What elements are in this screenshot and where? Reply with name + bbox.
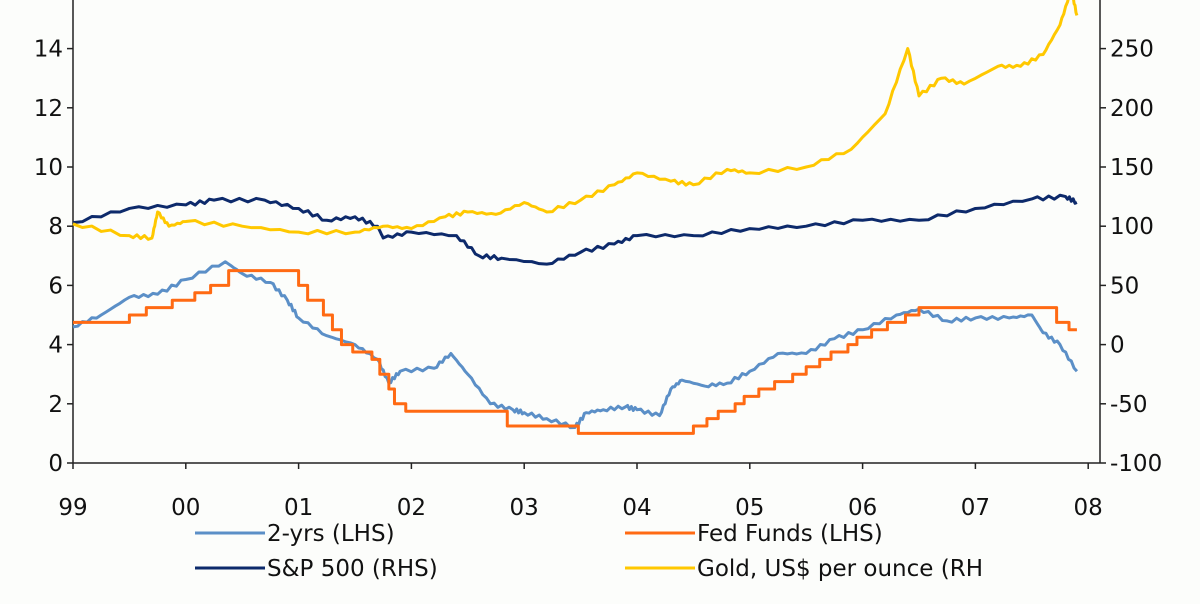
x-tick-label: 06 — [848, 495, 877, 521]
right-tick-label: 150 — [1110, 155, 1154, 181]
right-tick-label: 50 — [1110, 273, 1139, 299]
series-line-1 — [73, 269, 1077, 435]
legend-label: 2-yrs (LHS) — [267, 521, 395, 547]
left-tick-label: 12 — [34, 96, 63, 122]
x-tick-label: 07 — [961, 495, 990, 521]
x-tick-label: 04 — [622, 495, 651, 521]
legend-label: S&P 500 (RHS) — [267, 556, 438, 582]
left-tick-label: 14 — [34, 37, 63, 63]
series-lines — [72, 0, 1079, 435]
legend: 2-yrs (LHS) Fed Funds (LHS) S&P 500 (RHS) G… — [195, 521, 983, 582]
x-tick-label: 00 — [171, 495, 200, 521]
series-line-0 — [72, 260, 1079, 430]
left-tick-label: 4 — [48, 333, 63, 359]
left-tick-label: 16 — [34, 0, 63, 3]
right-tick-label: -100 — [1110, 451, 1162, 477]
x-tick-label: 05 — [735, 495, 764, 521]
series-line-2 — [72, 193, 1078, 266]
left-tick-label: 10 — [34, 155, 63, 181]
right-tick-label: 100 — [1110, 214, 1154, 240]
x-tick-label: 99 — [58, 495, 87, 521]
left-tick-label: 0 — [48, 451, 63, 477]
series-line-3 — [72, 0, 1079, 241]
x-tick-label: 02 — [397, 495, 426, 521]
left-tick-label: 2 — [48, 392, 63, 418]
right-tick-label: 200 — [1110, 96, 1154, 122]
x-tick-label: 01 — [284, 495, 313, 521]
x-tick-label: 03 — [510, 495, 539, 521]
legend-label: Fed Funds (LHS) — [697, 521, 883, 547]
right-tick-label: 0 — [1110, 333, 1125, 359]
legend-label: Gold, US$ per ounce (RH — [697, 556, 983, 582]
left-tick-label: 6 — [48, 273, 63, 299]
axes: 0246810121416-100-5005010015020025030099… — [34, 0, 1162, 521]
right-tick-label: 250 — [1110, 37, 1154, 63]
left-tick-label: 8 — [48, 214, 63, 240]
x-tick-label: 08 — [1074, 495, 1103, 521]
right-tick-label: 300 — [1110, 0, 1154, 3]
right-tick-label: -50 — [1110, 392, 1148, 418]
